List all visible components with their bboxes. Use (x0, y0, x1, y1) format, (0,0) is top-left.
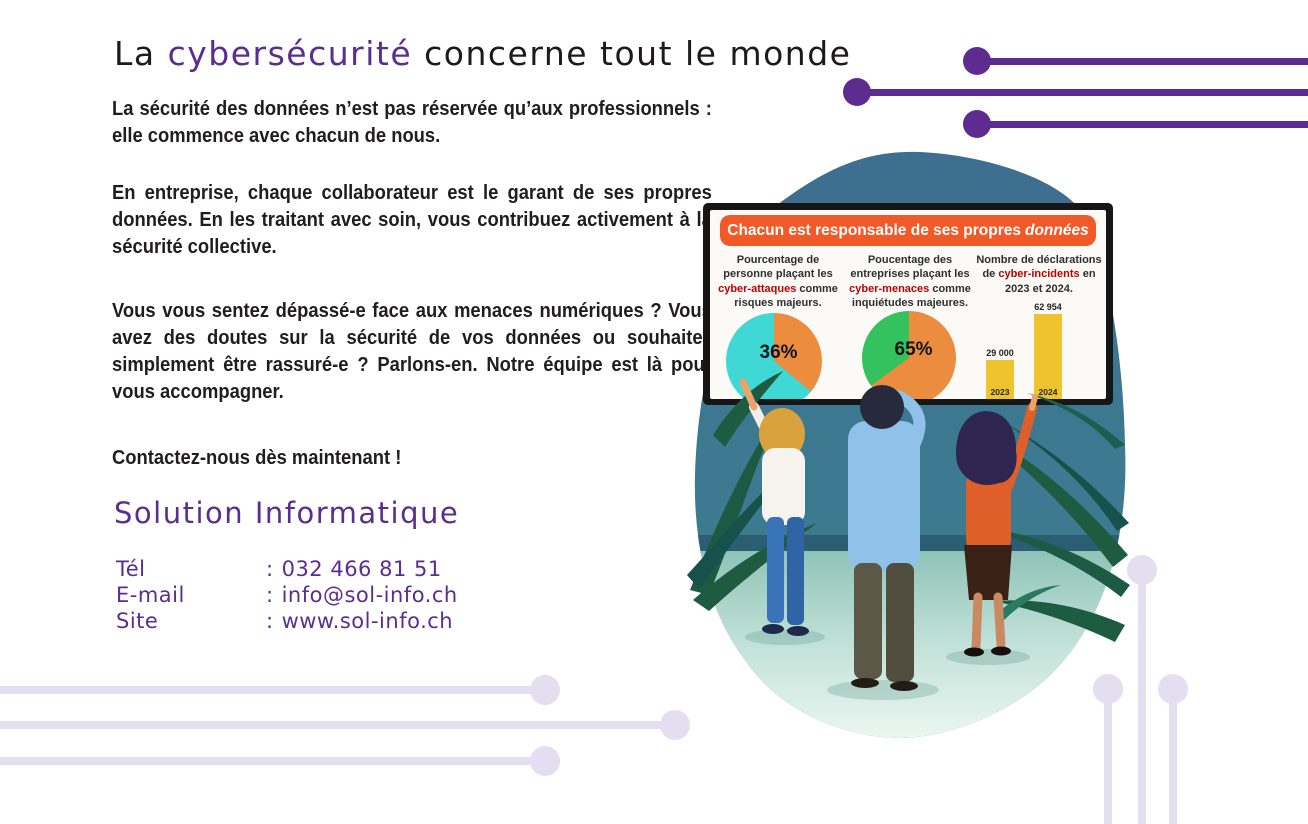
circuit-line-icon (0, 686, 545, 694)
circuit-line-icon (1169, 689, 1177, 824)
screen-content: Chacun est responsable de ses propres do… (710, 210, 1106, 399)
illustration-foreground (687, 371, 1130, 691)
phone-separator: : (266, 557, 274, 581)
header-red-text: cyber-incidents (998, 268, 1080, 281)
phone-value: 032 466 81 51 (281, 557, 442, 581)
circuit-dot-icon (1127, 555, 1157, 585)
palm-leaves-right (970, 393, 1130, 642)
circuit-line-icon (0, 757, 545, 765)
company-name: Solution Informatique (114, 496, 460, 530)
circuit-dot-icon (963, 110, 991, 138)
phone-label: Tél (116, 557, 146, 581)
screen-banner: Chacun est responsable de ses propres do… (720, 215, 1096, 246)
circuit-dot-icon (1158, 674, 1188, 704)
contact-row-site: Site : www.sol-info.ch (116, 608, 458, 634)
bar-2023: 29 000 2023 (986, 348, 1014, 399)
circuit-line-icon (0, 721, 675, 729)
title-highlight: cybersécurité (167, 34, 413, 73)
column-header-attacks: Pourcentage de personne plaçant les cybe… (712, 253, 844, 310)
bar-value-label: 29 000 (986, 348, 1014, 358)
site-label: Site (116, 609, 159, 633)
column-header-incidents: Nombre de déclarations de cyber-incident… (972, 253, 1106, 296)
header-red-text: cyber-attaques (718, 282, 797, 295)
circuit-dot-icon (530, 675, 560, 705)
email-label: E-mail (116, 583, 185, 607)
column-header-menaces: Poucentage des entreprises plaçant les c… (844, 253, 976, 310)
illustration-cybersecurity-scene: Chacun est responsable de ses propres do… (685, 145, 1130, 745)
website-link[interactable]: www.sol-info.ch (281, 609, 454, 633)
banner-text-italic: données (1025, 221, 1089, 239)
circuit-dot-icon (530, 746, 560, 776)
contact-row-phone: Tél : 032 466 81 51 (116, 556, 458, 582)
header-text: comme inquiétudes majeures. (851, 282, 971, 309)
body-copy: La sécurité des données n’est pas réserv… (112, 96, 712, 472)
circuit-dot-icon (963, 47, 991, 75)
bar-year-label: 2024 (1038, 387, 1058, 397)
person-woman-left (739, 378, 809, 636)
circuit-dot-icon (843, 78, 871, 106)
paragraph-aide: Vous vous sentez dépassé-e face aux mena… (112, 300, 712, 403)
bar-value-label: 62 954 (1034, 302, 1062, 312)
bar-2024: 62 954 2024 (1034, 302, 1062, 399)
contact-block: Tél : 032 466 81 51 E-mail : info@sol-in… (116, 556, 458, 634)
bar-rect: 2023 (986, 360, 1014, 399)
presentation-screen: Chacun est responsable de ses propres do… (703, 203, 1113, 405)
bar-rect: 2024 (1034, 314, 1062, 399)
circuit-line-icon (1104, 689, 1112, 824)
person-woman-right (956, 394, 1038, 657)
pie-percentage-label: 36% (759, 342, 798, 364)
header-text: comme risques majeurs. (734, 282, 838, 309)
banner-text: Chacun est responsable de ses propres (727, 221, 1021, 239)
circuit-dot-icon (660, 710, 690, 740)
page-title: La cybersécurité concerne tout le monde (114, 34, 851, 73)
pie-percentage-label: 65% (894, 339, 933, 361)
contact-row-email: E-mail : info@sol-info.ch (116, 582, 458, 608)
circuit-dot-icon (1093, 674, 1123, 704)
title-prefix: La (114, 34, 168, 73)
circuit-line-icon (978, 58, 1308, 65)
header-text: Pourcentage de personne plaçant les (723, 254, 833, 281)
pie-chart-cyber-menaces: 65% (862, 311, 956, 399)
paragraph-intro: La sécurité des données n’est pas réserv… (112, 98, 712, 147)
header-text: Nombre de déclarations de (976, 254, 1102, 281)
site-separator: : (266, 609, 274, 633)
call-to-action: Contactez-nous dès maintenant ! (112, 447, 402, 469)
circuit-line-icon (1138, 570, 1146, 824)
email-link[interactable]: info@sol-info.ch (281, 583, 458, 607)
header-red-text: cyber-menaces (849, 282, 930, 295)
title-suffix: concerne tout le monde (412, 34, 852, 73)
person-man-center (848, 385, 926, 691)
header-text: en 2023 et 2024. (1005, 268, 1096, 295)
header-text: Poucentage des entreprises plaçant les (850, 254, 970, 281)
email-separator: : (266, 583, 274, 607)
circuit-line-icon (858, 89, 1308, 96)
circuit-line-icon (978, 121, 1308, 128)
bar-year-label: 2023 (990, 387, 1010, 397)
paragraph-entreprise: En entreprise, chaque collaborateur est … (112, 182, 712, 258)
bar-chart-declarations: 29 000 2023 62 954 2024 (978, 280, 1106, 399)
